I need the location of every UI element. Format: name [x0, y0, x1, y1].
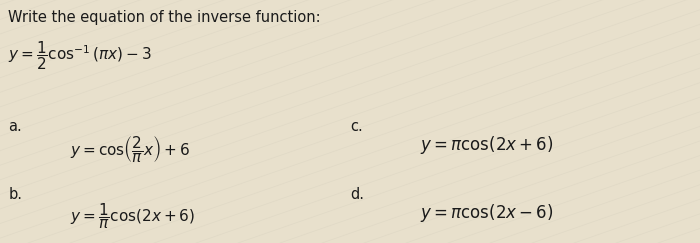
Text: d.: d.	[350, 187, 364, 202]
Text: $\mathit{y}=\dfrac{1}{\pi}\cos(2\mathit{x}+6)$: $\mathit{y}=\dfrac{1}{\pi}\cos(2\mathit{…	[70, 202, 195, 232]
Text: $\mathit{y}=\cos\!\left(\dfrac{2}{\pi}\mathit{x}\right)+6$: $\mathit{y}=\cos\!\left(\dfrac{2}{\pi}\m…	[70, 134, 190, 164]
Text: c.: c.	[350, 119, 363, 134]
Text: $\mathit{y}=\pi\cos(2\mathit{x}-6)$: $\mathit{y}=\pi\cos(2\mathit{x}-6)$	[420, 202, 554, 224]
Text: b.: b.	[8, 187, 22, 202]
Text: $\mathit{y}=\pi\cos(2\mathit{x}+6)$: $\mathit{y}=\pi\cos(2\mathit{x}+6)$	[420, 134, 554, 156]
Text: Write the equation of the inverse function:: Write the equation of the inverse functi…	[8, 10, 321, 25]
Text: a.: a.	[8, 119, 22, 134]
Text: $\mathit{y}=\dfrac{1}{2}\cos^{-1}(\pi \mathit{x})-3$: $\mathit{y}=\dfrac{1}{2}\cos^{-1}(\pi \m…	[8, 39, 152, 72]
